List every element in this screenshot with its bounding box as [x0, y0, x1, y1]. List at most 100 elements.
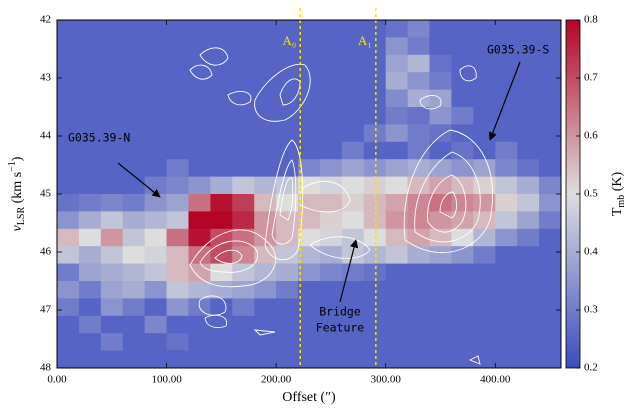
heatmap-cell — [298, 350, 321, 369]
heatmap-cell — [144, 194, 167, 212]
heatmap-cell — [144, 315, 167, 334]
heatmap-cell — [407, 107, 430, 125]
heatmap-cell — [341, 124, 365, 143]
heatmap-cell — [100, 37, 124, 56]
heatmap-cell — [429, 141, 452, 160]
heatmap-cell — [57, 89, 80, 108]
heatmap-cell — [122, 176, 145, 195]
heatmap-cell — [188, 159, 211, 177]
heatmap-cell — [473, 246, 496, 264]
heatmap-cell — [407, 20, 430, 38]
heatmap-cell — [100, 176, 124, 195]
heatmap-cell — [341, 350, 365, 369]
heatmap-cell — [319, 333, 343, 351]
heatmap-cell — [100, 89, 124, 108]
heatmap-cell — [539, 228, 562, 247]
heatmap-cell — [517, 333, 540, 351]
colorbar-tick-label: 0.4 — [584, 246, 598, 258]
heatmap-cell — [78, 141, 102, 160]
colorbar-tick-label: 0.5 — [584, 188, 598, 200]
heatmap-cell — [166, 176, 189, 195]
heatmap-cell — [298, 20, 321, 38]
heatmap-cell — [144, 54, 167, 73]
heatmap-cell — [100, 211, 124, 230]
heatmap-cell — [78, 281, 102, 299]
heatmap-cell — [319, 89, 343, 108]
y-tick-label: 47 — [40, 304, 52, 316]
annotation: Feature — [316, 321, 365, 335]
y-tick-label: 46 — [40, 246, 52, 258]
heatmap-cell — [385, 246, 408, 264]
heatmap-cell — [188, 211, 211, 230]
heatmap-cell — [144, 350, 167, 369]
heatmap-cell — [319, 211, 343, 230]
heatmap-cell — [57, 20, 80, 38]
heatmap-cell — [451, 315, 474, 334]
colorbar-label: Tmb (K) — [610, 172, 627, 217]
heatmap-cell — [166, 350, 189, 369]
heatmap-cell — [539, 89, 562, 108]
heatmap-cell — [298, 37, 321, 56]
arrow — [117, 162, 161, 198]
heatmap-cell — [319, 54, 343, 73]
heatmap-cell — [363, 228, 386, 247]
heatmap-cell — [319, 263, 343, 282]
heatmap-cell — [363, 72, 386, 90]
heatmap-cell — [210, 89, 233, 108]
heatmap-cell — [100, 281, 124, 299]
heatmap-cell — [495, 298, 518, 317]
heatmap-cell — [473, 89, 496, 108]
heatmap-cell — [100, 159, 124, 177]
annotation: G035.39-N — [68, 131, 130, 145]
heatmap-cell — [319, 159, 343, 177]
heatmap-cell — [539, 211, 562, 230]
heatmap-cell — [100, 194, 124, 212]
heatmap-cell — [232, 281, 255, 299]
heatmap-cell — [100, 246, 124, 264]
heatmap-cell — [232, 228, 255, 247]
heatmap-cell — [57, 107, 80, 125]
heatmap-cell — [407, 176, 430, 195]
heatmap-cell — [407, 246, 430, 264]
heatmap-cell — [517, 350, 540, 369]
heatmap-cell — [517, 141, 540, 160]
heatmap-cell — [429, 107, 452, 125]
heatmap-cell — [254, 159, 277, 177]
heatmap-cell — [363, 211, 386, 230]
heatmap-cell — [363, 37, 386, 56]
heatmap-cell — [341, 263, 365, 282]
heatmap-cell — [78, 72, 102, 90]
heatmap-cell — [78, 176, 102, 195]
heatmap-cell — [451, 107, 474, 125]
heatmap-cell — [429, 89, 452, 108]
heatmap-cell — [451, 54, 474, 73]
heatmap-cell — [210, 194, 233, 212]
heatmap-cell — [210, 298, 233, 317]
heatmap-cell — [78, 246, 102, 264]
heatmap-cell — [254, 281, 277, 299]
heatmap-cell — [276, 298, 299, 317]
heatmap-cell — [539, 333, 562, 351]
heatmap-cell — [100, 124, 124, 143]
heatmap-cell — [363, 333, 386, 351]
heatmap-cell — [166, 72, 189, 90]
heatmap-cell — [232, 107, 255, 125]
heatmap-cell — [100, 72, 124, 90]
heatmap-cell — [407, 89, 430, 108]
heatmap-cell — [517, 107, 540, 125]
heatmap-cell — [144, 281, 167, 299]
heatmap-cell — [429, 263, 452, 282]
heatmap-cell — [495, 246, 518, 264]
heatmap-cell — [539, 298, 562, 317]
heatmap-cell — [298, 176, 321, 195]
heatmap-cell — [122, 37, 145, 56]
heatmap-cell — [495, 211, 518, 230]
heatmap-cell — [363, 263, 386, 282]
heatmap-cell — [341, 298, 365, 317]
heatmap-cell — [341, 246, 365, 264]
heatmap-cell — [363, 246, 386, 264]
heatmap-cell — [57, 194, 80, 212]
heatmap-cell — [341, 228, 365, 247]
heatmap-cell — [188, 176, 211, 195]
heatmap-cell — [298, 298, 321, 317]
